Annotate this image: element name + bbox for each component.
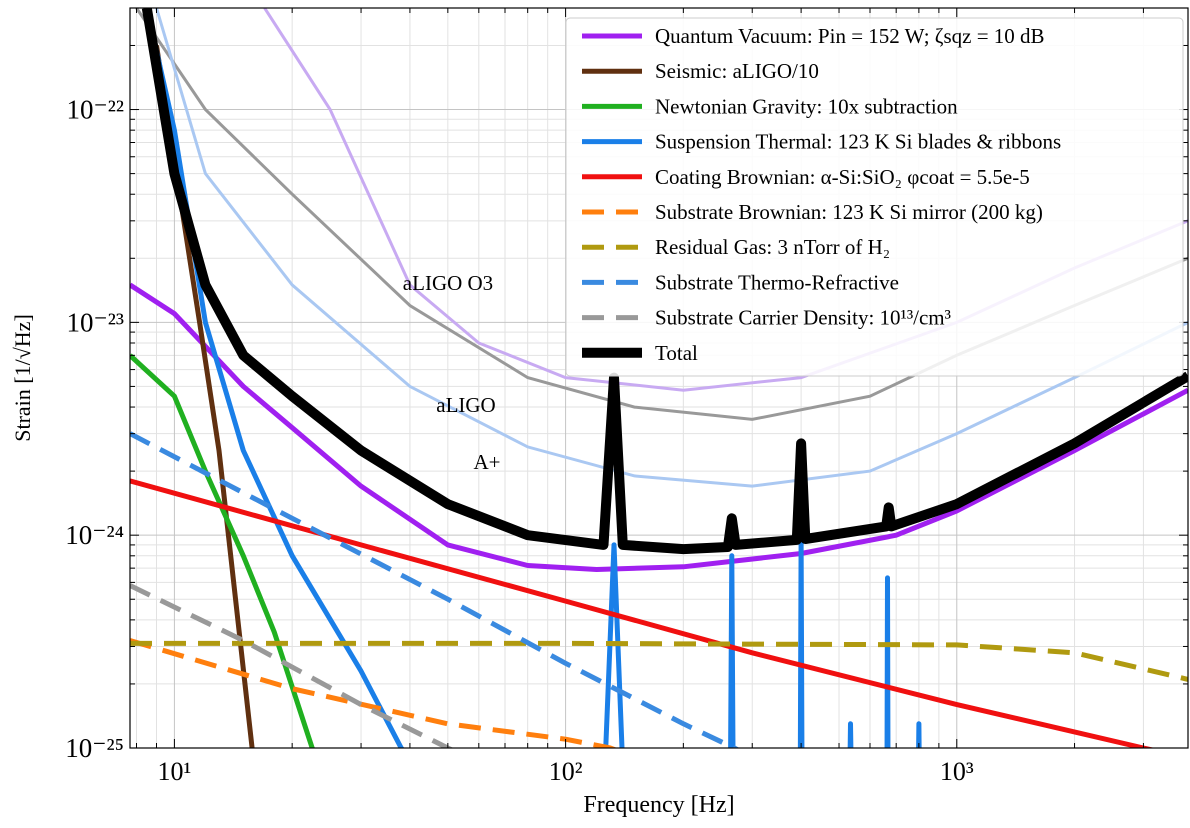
curve-label: A+ <box>473 450 500 474</box>
reference-curve <box>155 8 1188 488</box>
curve-label: aLIGO <box>436 393 495 417</box>
legend-label: Substrate Thermo-Refractive <box>655 270 899 294</box>
series-line <box>130 353 316 748</box>
y-tick-label: 10⁻²⁵ <box>65 733 124 763</box>
legend-label: Residual Gas: 3 nTorr of H₂ <box>655 235 890 259</box>
x-tick-label: 10² <box>549 757 583 786</box>
legend-label: Suspension Thermal: 123 K Si blades & ri… <box>655 130 1061 154</box>
series-line <box>130 282 1188 572</box>
legend-label: Substrate Brownian: 123 K Si mirror (200… <box>655 200 1043 224</box>
plot-area <box>130 8 1188 748</box>
curve-label: aLIGO O3 <box>403 271 493 295</box>
legend-label: Newtonian Gravity: 10x subtraction <box>655 94 958 118</box>
plot-frame <box>129 7 1189 749</box>
x-tick-label: 10¹ <box>158 757 192 786</box>
series-line <box>130 583 454 748</box>
y-tick-label: 10⁻²² <box>67 95 124 125</box>
legend-box <box>565 17 1184 377</box>
series-line <box>130 431 740 748</box>
legend-label: Total <box>655 341 698 365</box>
series-line <box>130 478 1156 748</box>
series-line <box>130 640 1188 682</box>
x-tick-label: 10³ <box>940 757 974 786</box>
y-axis-label: Strain [1/√Hz] <box>10 314 35 442</box>
legend-label: Coating Brownian: α-Si:SiO₂ φcoat = 5.5e… <box>655 165 1030 189</box>
axes: 10¹ 10² 10³ 10⁻²⁵ 10⁻²⁴ 10⁻²³ 10⁻²² aLIGO O3 aLI… <box>65 7 1189 786</box>
y-tick-label: 10⁻²⁴ <box>65 520 124 550</box>
legend-label: Substrate Carrier Density: 10¹³/cm³ <box>655 306 951 330</box>
legend-label: Quantum Vacuum: Pin = 152 W; ζsqz = 10 d… <box>655 24 1045 48</box>
legend-label: Seismic: aLIGO/10 <box>655 59 819 83</box>
series-line <box>141 8 1188 555</box>
series-line <box>130 638 618 748</box>
y-tick-label: 10⁻²³ <box>67 307 124 337</box>
x-axis-label: Frequency [Hz] <box>583 792 734 818</box>
